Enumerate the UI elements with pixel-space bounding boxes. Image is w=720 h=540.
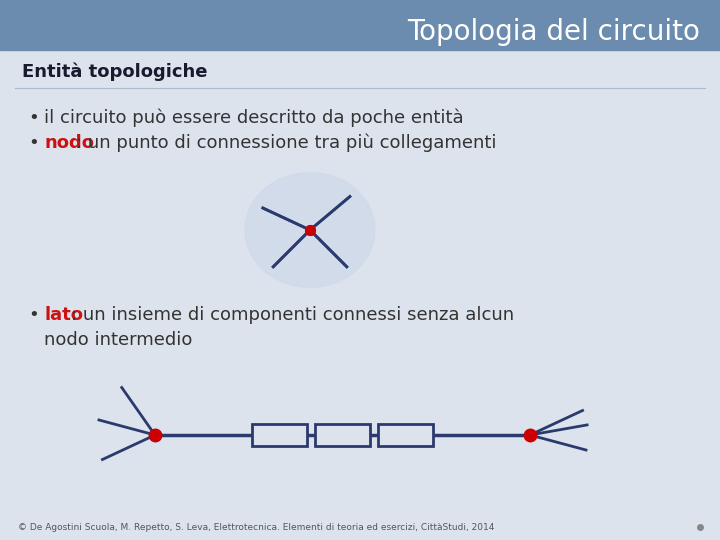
Bar — [315, 424, 370, 446]
Text: Topologia del circuito: Topologia del circuito — [407, 18, 700, 46]
Ellipse shape — [245, 172, 375, 287]
Text: •: • — [28, 109, 39, 127]
Text: •: • — [28, 306, 39, 324]
Text: nodo: nodo — [44, 134, 94, 152]
Bar — [378, 424, 433, 446]
Text: © De Agostini Scuola, M. Repetto, S. Leva, Elettrotecnica. Elementi di teoria ed: © De Agostini Scuola, M. Repetto, S. Lev… — [18, 523, 495, 531]
Bar — [0, 0, 720, 50]
Bar — [252, 424, 307, 446]
Text: Entità topologiche: Entità topologiche — [22, 63, 207, 81]
Text: lato: lato — [44, 306, 83, 324]
Text: nodo intermedio: nodo intermedio — [44, 331, 192, 349]
Text: : un insieme di componenti connessi senza alcun: : un insieme di componenti connessi senz… — [71, 306, 514, 324]
Text: •: • — [28, 134, 39, 152]
Text: il circuito può essere descritto da poche entità: il circuito può essere descritto da poch… — [44, 109, 464, 127]
Text: : un punto di connessione tra più collegamenti: : un punto di connessione tra più colleg… — [76, 134, 497, 152]
